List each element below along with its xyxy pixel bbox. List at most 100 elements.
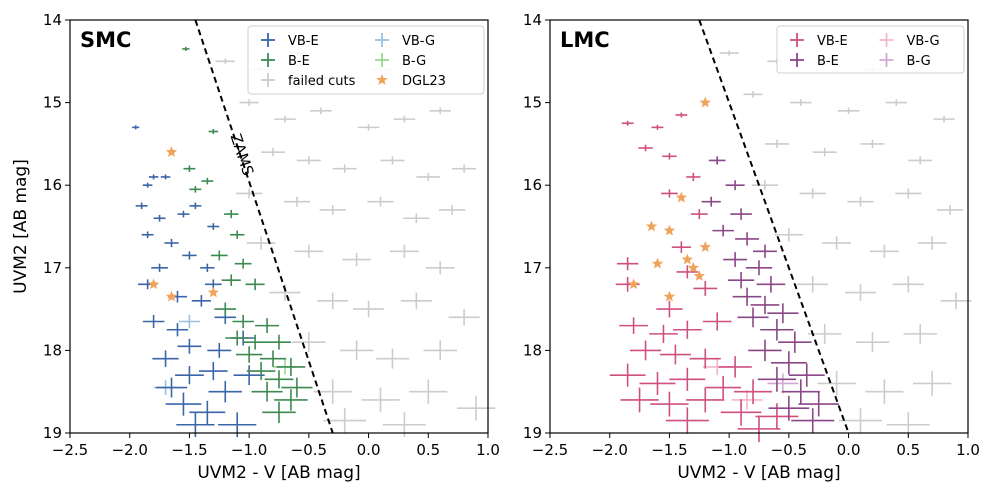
lmc-point-failed-cuts [743, 91, 763, 98]
smc-point-vb-e [177, 338, 202, 354]
smc-ticks: −2.5 −2.0 −1.5 −1.0 −0.5 0.0 0.5 1.0 14 15 16 17 18 1… [43, 11, 500, 459]
lmc-point-b-e [770, 351, 807, 375]
smc-series-failed-cuts [215, 50, 496, 438]
smc-point-vb-e [177, 210, 190, 218]
smc-x-tick-label: −1.0 [231, 441, 267, 459]
lmc-point-vb-e [676, 265, 699, 279]
smc-point-vb-e [160, 174, 171, 180]
lmc-point-failed-cuts [870, 244, 899, 258]
smc-point-b-e [230, 230, 245, 239]
lmc-legend-item-vb-e: VB-E [790, 33, 848, 49]
lmc-point-failed-cuts [774, 228, 804, 242]
smc-legend-label: DGL23 [402, 74, 446, 89]
smc-point-failed-cuts [452, 164, 477, 173]
lmc-point-vb-e [620, 387, 659, 413]
smc-point-failed-cuts [294, 244, 324, 258]
lmc-series-failed-cuts [719, 42, 972, 438]
lmc-point-vb-e [690, 209, 708, 220]
smc-point-b-e [232, 314, 254, 329]
lmc-point-vb-e [702, 312, 732, 331]
lmc-dgl23-star [663, 290, 676, 302]
smc-point-vb-e [135, 202, 148, 210]
smc-legend-item-failed-cuts: failed cuts [261, 73, 356, 89]
lmc-point-b-e [760, 319, 794, 341]
smc-point-b-e [214, 302, 237, 316]
smc-point-vb-e [208, 380, 242, 403]
lmc-point-vb-e [621, 120, 634, 126]
lmc-point-b-e [753, 244, 777, 258]
lmc-point-b-e [735, 232, 759, 246]
lmc-legend-item-b-e: B-E [790, 53, 839, 69]
smc-point-failed-cuts [361, 387, 400, 413]
lmc-point-vb-e [737, 415, 781, 443]
smc-point-failed-cuts [239, 99, 259, 106]
lmc-point-failed-cuts [913, 371, 952, 396]
lmc-legend-box [776, 25, 965, 74]
smc-legend-box [247, 25, 485, 95]
smc-legend-cross-marker [261, 53, 275, 67]
lmc-zams-line [698, 19, 850, 434]
lmc-dgl23-star [687, 261, 700, 273]
lmc-legend-item-vb-g: VB-G [879, 33, 940, 49]
smc-point-vb-e [207, 342, 232, 358]
smc-point-b-e [243, 334, 268, 350]
smc-point-b-e [246, 361, 276, 381]
lmc-point-failed-cuts [790, 99, 812, 106]
smc-point-b-e [251, 381, 283, 402]
smc-point-failed-cuts [425, 261, 455, 275]
smc-legend-label: VB-G [402, 34, 435, 49]
lmc-dgl23-star [663, 224, 676, 236]
smc-point-failed-cuts [380, 156, 405, 165]
smc-point-failed-cuts [310, 107, 332, 115]
smc-point-b-e [210, 250, 228, 261]
smc-y-tick-label: 15 [43, 94, 62, 112]
lmc-legend: VB-E B-E VB-G B-G [776, 25, 965, 74]
lmc-x-tick-label: −2.5 [532, 441, 568, 459]
lmc-point-vb-e [609, 363, 646, 387]
lmc-point-failed-cuts [719, 50, 739, 56]
lmc-point-failed-cuts [895, 188, 922, 199]
lmc-x-tick-label: −1.5 [651, 441, 687, 459]
smc-legend-cross-marker [261, 73, 275, 87]
smc-point-vb-e [165, 392, 202, 416]
smc-point-b-e [259, 350, 287, 367]
smc-point-b-e [182, 46, 190, 51]
smc-point-failed-cuts [274, 115, 296, 123]
smc-series-dgl23 [147, 146, 220, 302]
smc-point-vb-e [200, 263, 215, 272]
lmc-data-points [609, 42, 972, 443]
lmc-point-b-e [778, 331, 812, 353]
lmc-point-failed-cuts [917, 236, 947, 250]
smc-legend-cross-marker [375, 53, 389, 67]
lmc-point-vb-e [649, 324, 678, 343]
lmc-y-tick-label: 17 [523, 259, 542, 277]
lmc-point-vb-e [733, 379, 773, 405]
smc-zams-line [194, 19, 334, 434]
lmc-y-tick-label: 19 [523, 424, 542, 442]
lmc-x-tick-label: −1.0 [711, 441, 747, 459]
smc-point-failed-cuts [448, 309, 480, 326]
lmc-dgl23-star [645, 220, 658, 232]
smc-x-tick-label: −2.5 [52, 441, 88, 459]
lmc-dgl23-star [699, 241, 711, 252]
lmc-x-tick-label: −0.5 [771, 441, 807, 459]
lmc-point-b-e [708, 156, 726, 165]
smc-point-b-e [221, 274, 241, 286]
lmc-point-vb-g [731, 390, 763, 410]
smc-point-failed-cuts [456, 395, 496, 421]
smc-point-b-e [276, 357, 306, 377]
lmc-point-vb-e [689, 348, 721, 369]
lmc-point-failed-cuts [764, 139, 789, 149]
smc-panel: ZAMS −2.5 −2.0 −1.5 −1.0 −0.5 0.0 0.5 1.0 14 15 16… [11, 11, 500, 483]
smc-point-vb-e [189, 202, 202, 210]
smc-y-tick-label: 16 [43, 176, 62, 194]
smc-legend-item-dgl23: DGL23 [376, 74, 446, 89]
lmc-point-b-e [737, 307, 769, 328]
lmc-dgl23-star [675, 191, 688, 203]
smc-y-axis-label: UVM2 [AB mag] [11, 159, 31, 294]
lmc-point-failed-cuts [860, 139, 885, 149]
smc-data-points [132, 46, 496, 438]
smc-point-failed-cuts [390, 244, 419, 258]
smc-dgl23-star [147, 278, 160, 290]
lmc-dgl23-star [681, 253, 694, 265]
